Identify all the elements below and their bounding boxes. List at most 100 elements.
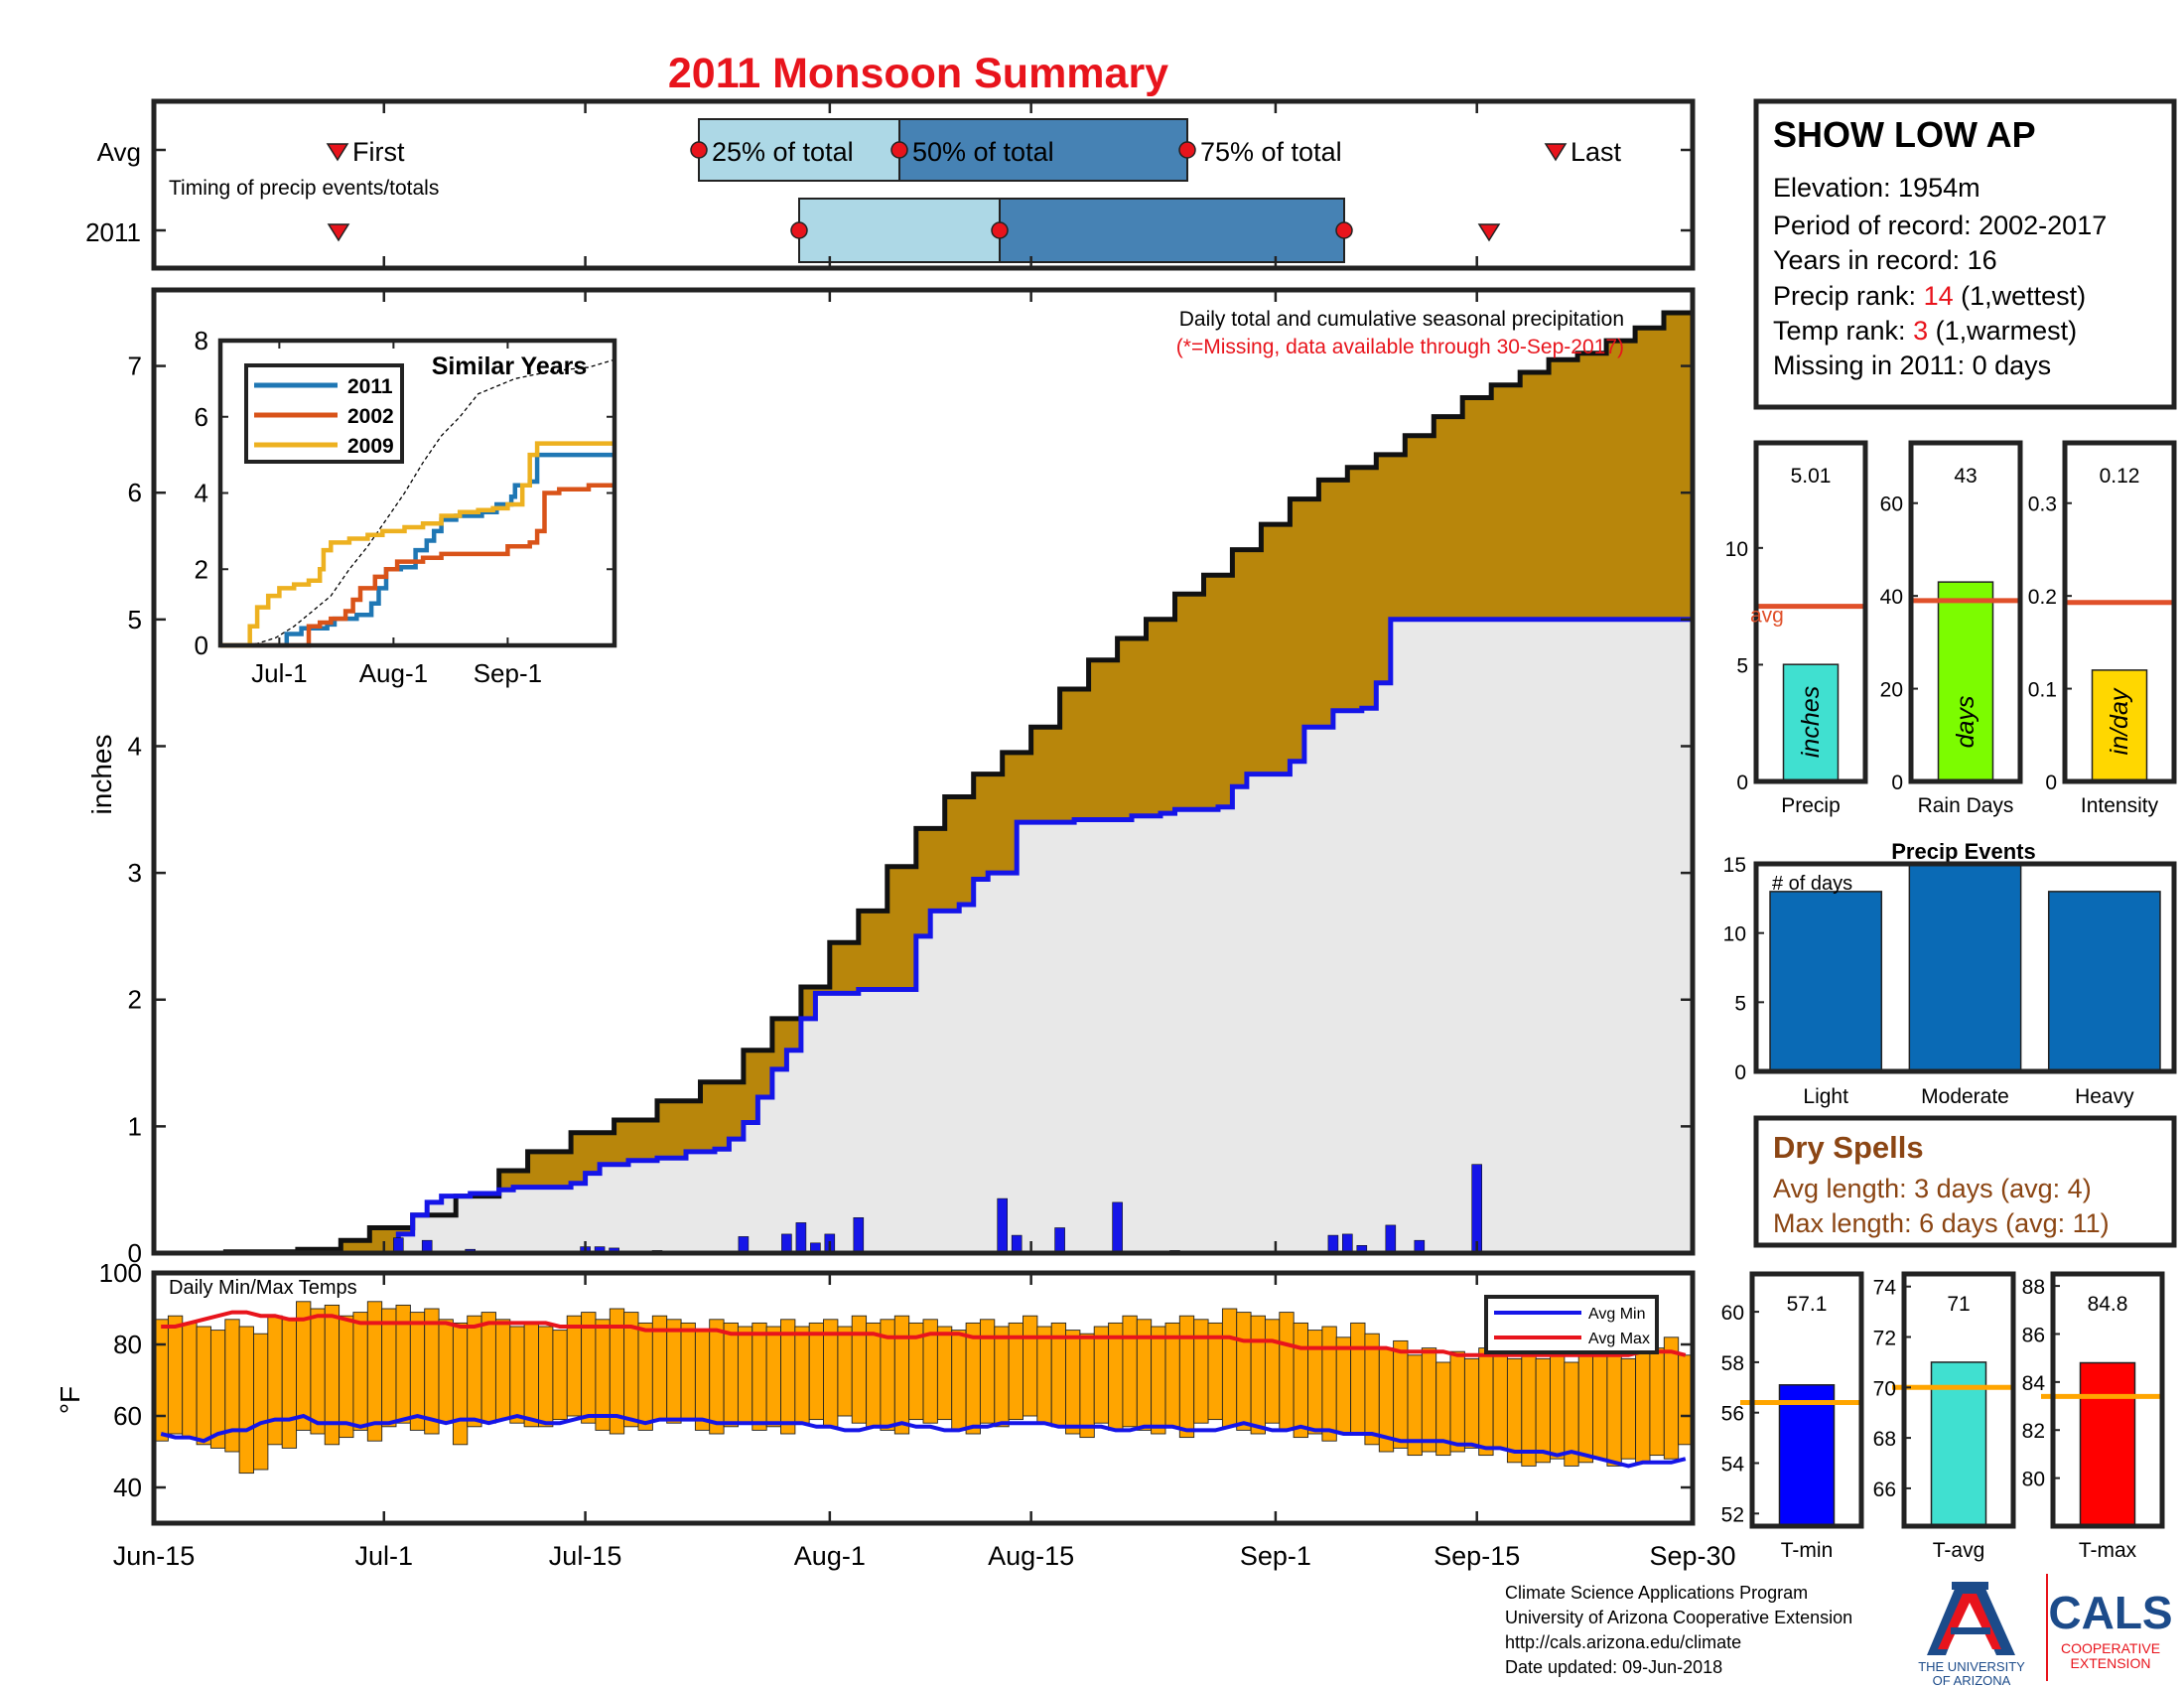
dry-spells-panel: Dry Spells Avg length: 3 days (avg: 4) M… <box>1753 1115 2177 1248</box>
event-bars: Light Moderate Heavy 0 5 10 15 <box>1723 854 2161 1108</box>
main-ytick-label: 2 <box>128 985 142 1015</box>
stat-ytick-label: 84 <box>2022 1372 2046 1395</box>
stat-ytick-label: 52 <box>1721 1503 1744 1526</box>
stat-panel-frame <box>2050 1271 2165 1529</box>
main-y-axis: 0 1 2 3 4 5 6 7 <box>128 352 1693 1268</box>
stat-value-precip: 5.01 <box>1791 465 1832 488</box>
avg-first-label: First <box>352 137 405 167</box>
events-title: Precip Events <box>1891 839 2036 864</box>
stat-ytick-label: 56 <box>1721 1403 1744 1426</box>
temp-bar-87 <box>1393 1339 1409 1449</box>
temp-bar-93 <box>1478 1347 1494 1457</box>
ua-a-icon <box>1927 1582 2015 1655</box>
obs-cumulative-line <box>154 617 1693 1256</box>
temp-bar-16 <box>381 1308 397 1428</box>
stat-label-intensity: Intensity <box>2081 794 2159 817</box>
temp-bar-7 <box>253 1333 269 1471</box>
date-xtick-label: Aug-15 <box>988 1541 1074 1571</box>
temp-bar-62 <box>1036 1326 1052 1424</box>
temp-bar-25 <box>509 1326 525 1424</box>
temp-y-axis: 40 60 80 100 <box>99 1258 1693 1502</box>
temp-bar-66 <box>1093 1326 1110 1424</box>
stat-value-tmax: 84.8 <box>2088 1293 2128 1316</box>
temp-bar-100 <box>1577 1350 1594 1464</box>
inset-xtick-label: Sep-1 <box>474 658 542 688</box>
temp-bar-43 <box>765 1326 781 1428</box>
main-ytick-label: 6 <box>128 478 142 507</box>
temp-bar-20 <box>438 1319 454 1424</box>
stat-ytick-label: 88 <box>2022 1276 2045 1299</box>
stat-panel-tmin: 52 54 56 58 60 57.1 T-min <box>1721 1271 1864 1562</box>
timing-caption: Timing of precip events/totals <box>169 177 439 200</box>
date-xtick-label: Aug-1 <box>794 1541 866 1571</box>
stat-label-tavg: T-avg <box>1933 1539 1985 1562</box>
temp-bar-41 <box>737 1326 753 1424</box>
ua-text-1: THE UNIVERSITY <box>1918 1659 2025 1674</box>
events-ytick-label: 0 <box>1734 1061 1746 1084</box>
temp-bar-55 <box>936 1326 953 1421</box>
temp-rank-suffix: (1,warmest) <box>1928 316 2077 346</box>
temp-bar-4 <box>209 1330 226 1449</box>
daily-precip-bar-17 <box>1054 1227 1065 1254</box>
event-bar-heavy <box>2047 891 2161 1072</box>
inset-axes: 0 2 4 6 8 Jul-1 Aug-1 Sep-1 <box>195 326 614 688</box>
temp-bar-26 <box>523 1322 539 1428</box>
avg-min-line <box>160 1413 1687 1469</box>
temp-bar-56 <box>951 1330 967 1431</box>
temp-bar-40 <box>723 1322 739 1428</box>
temp-y-label: °F <box>55 1386 85 1414</box>
temp-bar-6 <box>238 1326 254 1475</box>
inset-series-2002 <box>220 483 614 648</box>
cals-logo-text: CALS <box>2048 1587 2172 1638</box>
daily-precip-bars <box>392 1164 1482 1254</box>
stat-panel-tmax: 80 82 84 86 88 84.8 T-max <box>2022 1271 2165 1562</box>
stat-bar-intensity <box>2091 669 2148 782</box>
dry-spells-max: Max length: 6 days (avg: 11) <box>1773 1208 2110 1238</box>
temp-bar-98 <box>1550 1343 1566 1460</box>
event-category-label: Light <box>1803 1085 1848 1108</box>
avg-p75-marker <box>1178 141 1196 159</box>
dry-spells-title: Dry Spells <box>1773 1130 1924 1165</box>
events-frame <box>1753 861 2177 1074</box>
temp-bar-94 <box>1492 1343 1508 1449</box>
temp-bar-50 <box>866 1322 882 1428</box>
daily-temp-bars <box>153 1301 1694 1475</box>
station-precip-rank: Precip rank: 14 (1,wettest) <box>1773 281 2086 311</box>
y2011-first-marker <box>327 223 350 242</box>
footer-line-3: http://cals.arizona.edu/climate <box>1505 1632 1741 1652</box>
main-ytick-label: 0 <box>128 1238 142 1268</box>
temp-bar-22 <box>467 1315 482 1428</box>
precip-rank-suffix: (1,wettest) <box>1954 281 2087 311</box>
date-xtick-label: Sep-1 <box>1240 1541 1311 1571</box>
stat-ytick-label: 20 <box>1880 679 1903 702</box>
temp-bar-36 <box>666 1319 682 1424</box>
temp-bar-70 <box>1151 1326 1166 1435</box>
inset-legend-2009: 2009 <box>347 435 394 458</box>
stat-panel-intensity: 0 0.1 0.2 0.3 0.12 Intensity in/day <box>2028 440 2177 817</box>
stat-value-tavg: 71 <box>1947 1293 1970 1316</box>
temp-bar-19 <box>424 1308 440 1435</box>
stat-ytick-label: 74 <box>1873 1277 1897 1300</box>
season-stat-panels: 0 5 10 5.01 Precip inches avg 0 20 40 60 43 Rain Day… <box>1725 440 2177 817</box>
dry-spells-frame <box>1753 1115 2177 1248</box>
daily-precip-bar-9 <box>781 1233 792 1254</box>
avg-p25-label: 25% of total <box>712 137 854 167</box>
temp-bar-97 <box>1535 1357 1551 1464</box>
date-xtick-label: Sep-15 <box>1433 1541 1520 1571</box>
inset-ytick-label: 2 <box>195 554 208 584</box>
temp-bar-21 <box>452 1322 469 1446</box>
stat-ytick-label: 68 <box>1873 1428 1896 1451</box>
temp-bar-2 <box>182 1322 198 1439</box>
events-ylabel: # of days <box>1772 873 1852 895</box>
temp-ytick-label: 60 <box>113 1401 142 1431</box>
y2011-25-50-box <box>798 198 1001 263</box>
stat-ytick-label: 0.1 <box>2028 679 2057 702</box>
temp-bar-13 <box>339 1315 354 1439</box>
temp-bar-96 <box>1521 1350 1537 1467</box>
temp-bar-65 <box>1079 1333 1095 1439</box>
temp-bar-31 <box>595 1319 611 1431</box>
temp-bar-52 <box>893 1315 910 1435</box>
temp-bar-72 <box>1178 1315 1195 1439</box>
main-ytick-label: 3 <box>128 858 142 888</box>
temp-bar-104 <box>1635 1339 1651 1464</box>
